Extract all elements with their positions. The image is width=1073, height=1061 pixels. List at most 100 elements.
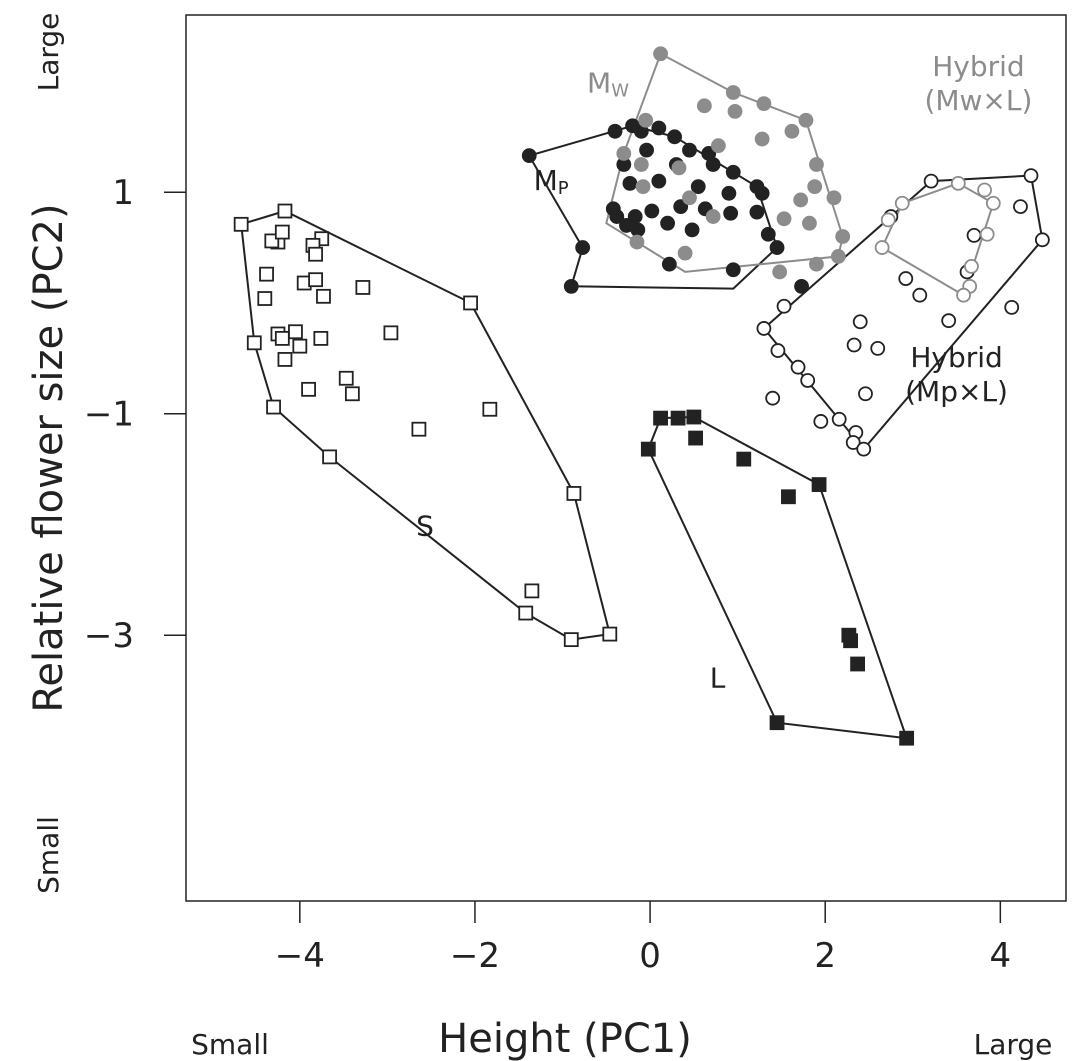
point-s [246, 335, 262, 351]
point-mp [682, 142, 697, 158]
point-mp [563, 278, 579, 294]
group-label-mw: MW [587, 67, 629, 102]
point-s [308, 246, 323, 262]
point-l [843, 633, 858, 649]
point-hybrid-mp-l [845, 435, 861, 450]
point-mw [677, 245, 693, 261]
point-hybrid-mp-l [852, 314, 868, 330]
points-layer [233, 46, 1050, 746]
point-mp [754, 185, 770, 201]
point-mw [798, 112, 814, 128]
point-hybrid-mp-l [870, 340, 886, 356]
point-hybrid-mp-l [831, 411, 847, 427]
y-tick-label: −3 [84, 616, 134, 656]
point-hybrid-mw-l [977, 182, 992, 198]
point-mp [769, 240, 785, 255]
y-axis-low-label: Small [32, 816, 65, 894]
point-s [482, 401, 498, 417]
point-mp [622, 175, 638, 191]
point-mw [793, 192, 809, 208]
point-l [686, 409, 702, 425]
axis-labels: Height (PC1) Small Large Relative flower… [26, 13, 1052, 1061]
point-l [769, 715, 785, 731]
point-s [524, 583, 540, 599]
point-mw [830, 249, 846, 264]
point-hybrid-mp-l [770, 343, 786, 358]
point-s [277, 352, 293, 367]
point-s [274, 330, 290, 346]
point-mp [651, 173, 667, 189]
point-mw [696, 98, 712, 114]
point-s [566, 486, 582, 501]
point-l [640, 441, 656, 457]
point-l [653, 410, 668, 426]
point-hybrid-mp-l [846, 337, 862, 353]
point-hybrid-mw-l [950, 175, 966, 191]
point-hybrid-mp-l [800, 373, 816, 388]
point-mw [705, 209, 721, 224]
point-mw [682, 190, 697, 206]
point-s [355, 280, 371, 295]
point-mp [639, 142, 654, 158]
point-mw [710, 138, 726, 154]
annotation-layer: S L MP MW Hybrid (Mw×L) Hybrid (Mp×L) [416, 50, 1032, 694]
point-mp [575, 240, 591, 255]
x-tick-label: 2 [814, 936, 836, 976]
point-mw [725, 85, 741, 100]
axes-layer: −4 −2 0 2 4 1 −1 −3 [84, 173, 1011, 976]
point-mw [835, 229, 851, 244]
point-hybrid-mw-l [880, 212, 896, 228]
point-s [308, 272, 323, 288]
point-mp [521, 148, 537, 164]
point-hybrid-mw-l [964, 259, 979, 274]
point-mp [705, 157, 721, 172]
point-s [266, 399, 281, 415]
point-mp [690, 179, 706, 195]
point-hybrid-mp-l [912, 287, 928, 303]
point-mw [802, 215, 817, 231]
point-mp [749, 204, 765, 220]
point-hybrid-mw-l [894, 195, 910, 211]
y-axis-label: Relative flower size (PC2) [26, 203, 72, 712]
point-hybrid-mp-l [765, 390, 781, 406]
group-label-hybrid-mw-l: Hybrid (Mw×L) [924, 50, 1032, 117]
point-hybrid-mp-l [898, 271, 914, 286]
point-l [781, 489, 796, 505]
point-l [688, 430, 704, 446]
point-mw [727, 103, 743, 119]
point-s [563, 632, 579, 648]
point-hybrid-mp-l [813, 414, 829, 429]
point-l [736, 451, 752, 467]
point-hybrid-mp-l [756, 321, 772, 336]
point-s [233, 216, 249, 232]
point-mp [725, 164, 741, 180]
point-mw [671, 160, 687, 176]
point-s [301, 381, 316, 397]
point-mw [638, 112, 654, 128]
point-mp [609, 209, 625, 224]
point-s [344, 386, 360, 402]
point-hybrid-mp-l [1013, 199, 1028, 214]
point-mw [754, 131, 770, 147]
point-hybrid-mw-l [979, 226, 995, 242]
point-mw [616, 146, 632, 161]
point-mp [607, 123, 623, 139]
point-mp [725, 262, 741, 278]
point-l [850, 656, 866, 672]
point-s [602, 626, 618, 642]
point-hybrid-mp-l [1004, 299, 1020, 315]
point-hybrid-mp-l [858, 386, 873, 402]
point-mw [633, 157, 649, 172]
point-mw [809, 256, 824, 272]
point-hybrid-mw-l [985, 195, 1001, 211]
point-mw [809, 157, 824, 172]
point-hybrid-mp-l [856, 441, 872, 457]
point-mw [756, 96, 772, 111]
y-axis-high-label: Large [32, 13, 65, 92]
point-mw [772, 264, 788, 280]
x-axis-high-label: Large [974, 1028, 1053, 1061]
point-s [257, 291, 273, 306]
point-hybrid-mp-l [776, 298, 792, 314]
point-s [383, 325, 399, 341]
x-axis-low-label: Small [191, 1028, 269, 1061]
